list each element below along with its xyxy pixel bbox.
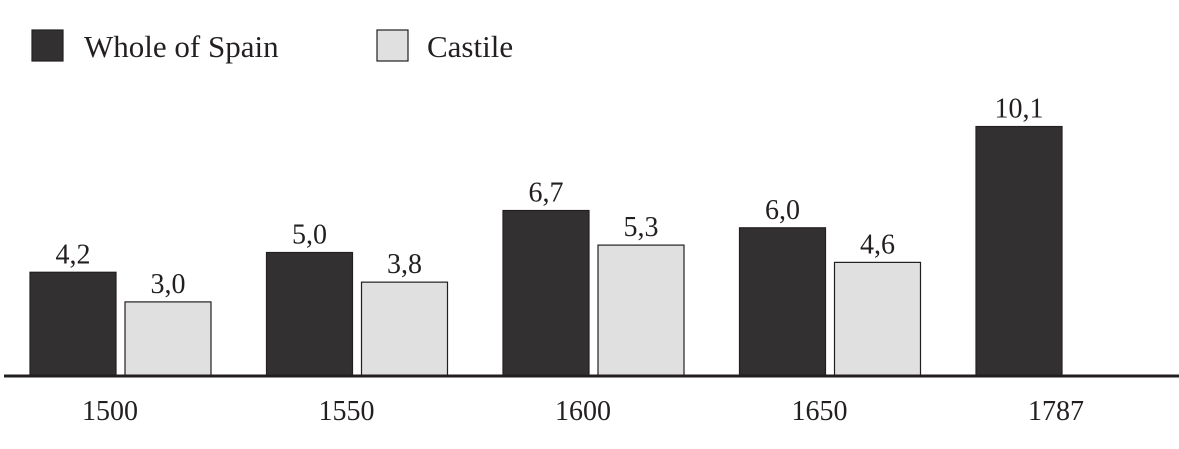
x-tick-labels-group: 1500 1550 1600 1650 1787 bbox=[82, 396, 1084, 427]
value-label-castile-1550: 3,8 bbox=[387, 249, 422, 280]
bar-castile-1600 bbox=[597, 244, 685, 377]
bars-group bbox=[29, 125, 1063, 377]
legend-label-castile: Castile bbox=[427, 29, 513, 64]
legend-swatch-whole-of-spain bbox=[31, 29, 64, 62]
legend-label-whole-of-spain: Whole of Spain bbox=[84, 29, 279, 64]
value-label-castile-1600: 5,3 bbox=[624, 212, 659, 243]
x-tick-label-1550: 1550 bbox=[319, 396, 375, 427]
x-tick-label-1787: 1787 bbox=[1028, 396, 1084, 427]
x-tick-label-1600: 1600 bbox=[555, 396, 611, 427]
value-label-whole-of-spain-1600: 6,7 bbox=[529, 178, 564, 209]
bar-whole-of-spain-1650 bbox=[738, 227, 827, 377]
value-label-whole-of-spain-1500: 4,2 bbox=[56, 239, 91, 270]
value-labels-group: 4,2 3,0 5,0 3,8 6,7 5,3 6,0 4,6 10,1 bbox=[56, 94, 1044, 300]
value-label-whole-of-spain-1550: 5,0 bbox=[292, 220, 327, 251]
value-label-whole-of-spain-1650: 6,0 bbox=[765, 195, 800, 226]
x-tick-label-1650: 1650 bbox=[792, 396, 848, 427]
bar-whole-of-spain-1787 bbox=[975, 125, 1063, 377]
bar-castile-1500 bbox=[124, 301, 212, 377]
bar-castile-1650 bbox=[833, 261, 922, 377]
bar-castile-1550 bbox=[360, 281, 449, 377]
value-label-whole-of-spain-1787: 10,1 bbox=[995, 94, 1044, 125]
legend: Whole of Spain Castile bbox=[31, 29, 513, 64]
value-label-castile-1650: 4,6 bbox=[860, 229, 895, 260]
bar-whole-of-spain-1550 bbox=[265, 251, 354, 377]
legend-swatch-castile bbox=[376, 29, 409, 62]
value-label-castile-1500: 3,0 bbox=[151, 269, 186, 300]
bar-whole-of-spain-1500 bbox=[29, 271, 117, 377]
x-tick-label-1500: 1500 bbox=[82, 396, 138, 427]
bar-whole-of-spain-1600 bbox=[502, 209, 590, 377]
